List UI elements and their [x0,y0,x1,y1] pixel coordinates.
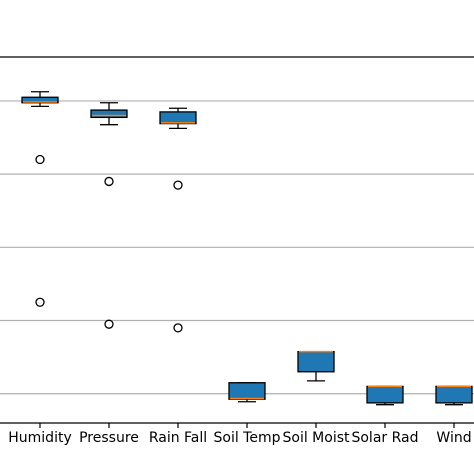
outlier-point [35,297,45,307]
outlier-point [173,180,183,190]
outlier-point [104,319,114,329]
x-tick-label: Soil Temp [214,430,281,446]
x-axis-ticks: Humidity Pressure Rain Fall Soil Temp Soil M… [8,423,472,446]
box-group-humidity [21,91,59,307]
x-tick-label: Solar Rad [351,430,418,446]
x-tick-label: Soil Moist [283,430,351,446]
box [435,385,473,404]
box-group-soil-moist [297,350,335,382]
box-group-rain-fall [159,107,197,333]
x-tick-label: Humidity [8,430,71,446]
outlier-point [35,154,45,165]
outlier-point [104,176,114,187]
boxes [21,91,473,406]
box [297,350,335,373]
box-group-pressure [90,102,128,329]
box-group-wind [435,385,473,406]
box [228,382,266,400]
box [366,385,404,404]
box [159,111,197,125]
box-group-solar-rad [366,385,404,406]
x-tick-label: Rain Fall [149,430,207,446]
x-tick-label: Pressure [79,430,139,446]
outlier-point [173,323,183,333]
box [90,109,128,119]
x-tick-label: Wind [436,430,471,446]
box-group-soil-temp [228,382,266,403]
